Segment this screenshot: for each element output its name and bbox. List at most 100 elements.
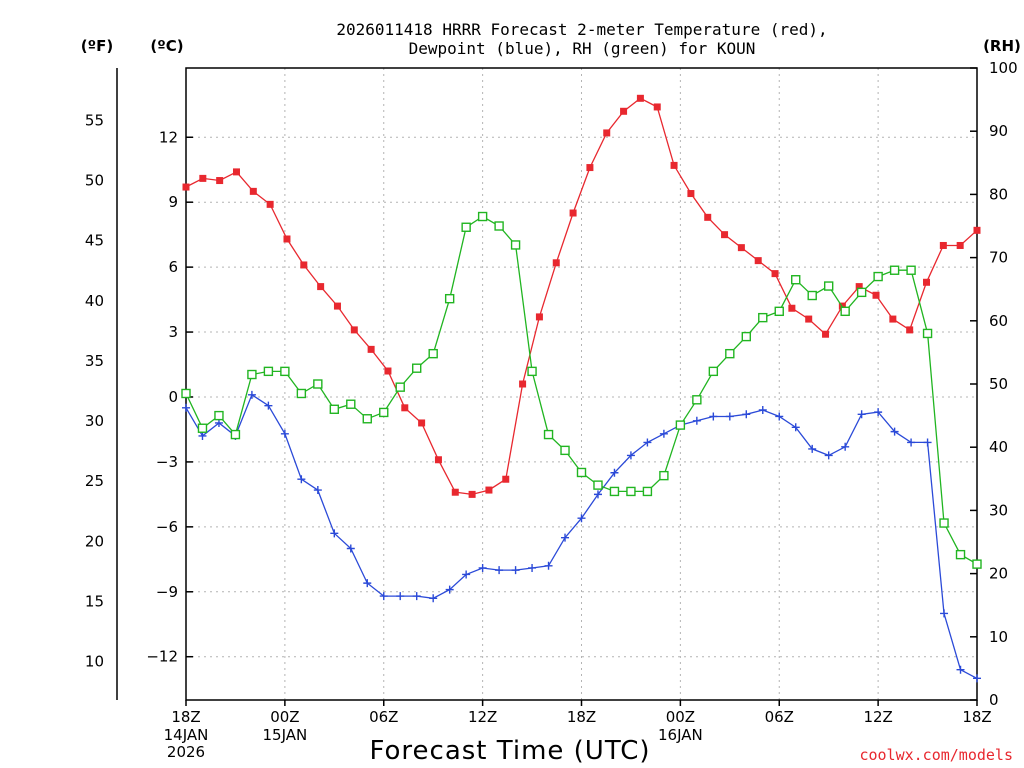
x-tick-label: 12Z [468, 708, 497, 726]
x-tick-date-label: 15JAN [263, 726, 308, 744]
celsius-unit-label: (ºC) [150, 37, 183, 55]
celsius-tick-label: −6 [156, 518, 178, 536]
2-meter-temperature-point [317, 283, 325, 291]
2-meter-temperature-point [704, 213, 712, 221]
rh-point [543, 429, 554, 440]
rh-point [708, 366, 719, 377]
rh-tick-label: 80 [989, 185, 1008, 203]
dewpoint-point [775, 412, 784, 421]
dewpoint-point [495, 566, 504, 575]
fahrenheit-tick-label: 30 [85, 412, 104, 430]
fahrenheit-tick-label: 25 [85, 472, 104, 490]
2-meter-temperature-point [182, 183, 190, 191]
rh-tick-label: 0 [989, 691, 999, 709]
rh-tick-label: 50 [989, 375, 1008, 393]
rh-point [346, 399, 356, 409]
rh-point [642, 486, 653, 497]
2-meter-temperature-point [737, 244, 745, 252]
dewpoint-point [445, 585, 454, 594]
2-meter-temperature-point [603, 129, 611, 137]
chart-title-line-2: Dewpoint (blue), RH (green) for KOUN [409, 39, 756, 58]
rh-point [428, 348, 438, 359]
dewpoint-point [577, 514, 586, 523]
2-meter-temperature-point [249, 187, 257, 195]
rh-point [412, 363, 422, 373]
rh-point [889, 265, 900, 275]
dewpoint-point [462, 570, 471, 579]
2-meter-temperature-point [939, 241, 947, 249]
dewpoint-point [198, 431, 207, 440]
rh-tick-label: 40 [989, 438, 1008, 456]
dewpoint-point [692, 416, 701, 425]
rh-point [395, 382, 405, 392]
rh-point [560, 445, 570, 456]
rh-point [444, 293, 455, 304]
x-tick-label: 00Z [666, 708, 695, 726]
dewpoint-point [626, 451, 635, 460]
dewpoint-point [824, 451, 833, 460]
celsius-tick-label: 3 [168, 323, 178, 341]
fahrenheit-tick-label: 20 [85, 532, 104, 550]
rh-point [362, 414, 372, 424]
2-meter-temperature-point [266, 200, 274, 208]
rh-point [181, 388, 191, 399]
2-meter-temperature-point [923, 278, 931, 286]
rh-point [725, 348, 735, 359]
2-meter-temperature-point [670, 161, 678, 169]
fahrenheit-unit-label: (ºF) [81, 37, 113, 55]
dewpoint-point [659, 429, 668, 438]
fahrenheit-tick-label: 55 [85, 111, 104, 129]
dewpoint-point [742, 410, 751, 419]
rh-tick-label: 20 [989, 565, 1008, 583]
dewpoint-point [758, 405, 767, 414]
rh-point [527, 366, 537, 377]
celsius-tick-label: 12 [159, 128, 178, 146]
dewpoint-point [643, 438, 652, 447]
rh-point [329, 404, 340, 414]
2-meter-temperature-point [721, 231, 729, 239]
source-credit[interactable]: coolwx.com/models [859, 746, 1013, 764]
celsius-tick-label: −9 [156, 583, 178, 601]
dewpoint-point [247, 390, 256, 399]
2-meter-temperature-point [418, 419, 426, 427]
x-axis-title: Forecast Time (UTC) [369, 736, 650, 766]
2-meter-temperature-point [333, 302, 341, 310]
rh-point [659, 470, 669, 481]
rh-point [626, 486, 636, 497]
rh-point [313, 379, 323, 389]
2-meter-temperature-point [502, 475, 510, 483]
dewpoint-point [923, 438, 932, 447]
plot-area-frame [185, 67, 978, 701]
celsius-tick-label: −3 [156, 453, 178, 471]
2-meter-temperature-point [754, 257, 762, 265]
fahrenheit-tick-label: 50 [85, 172, 104, 190]
rh-point [692, 395, 702, 405]
rh-point [741, 331, 751, 342]
2-meter-temperature-point [636, 94, 644, 102]
dewpoint-point [379, 592, 388, 601]
grid-lines [186, 68, 977, 700]
2-meter-temperature-point [300, 261, 308, 269]
fahrenheit-tick-label: 15 [85, 592, 104, 610]
rh-point [774, 306, 784, 317]
2-meter-temperature-point [586, 164, 594, 172]
dewpoint-point [593, 490, 602, 499]
2-meter-temperature-point [805, 315, 813, 323]
2-meter-temperature-point [468, 490, 476, 498]
rh-tick-label: 100 [989, 59, 1018, 77]
dewpoint-point [890, 427, 899, 436]
dewpoint-point [561, 533, 570, 542]
x-tick-date-label: 14JAN [164, 726, 209, 744]
2-meter-temperature-point [973, 226, 981, 234]
celsius-tick-label: 6 [168, 258, 178, 276]
dewpoint-point [808, 444, 817, 453]
dewpoint-point [478, 563, 487, 572]
2-meter-temperature-point [889, 315, 897, 323]
rh-point [379, 407, 389, 418]
rh-point [477, 211, 488, 222]
rh-point [197, 423, 208, 433]
celsius-tick-label: 9 [168, 193, 178, 211]
rh-tick-label: 90 [989, 122, 1008, 140]
rh-point [873, 271, 883, 282]
